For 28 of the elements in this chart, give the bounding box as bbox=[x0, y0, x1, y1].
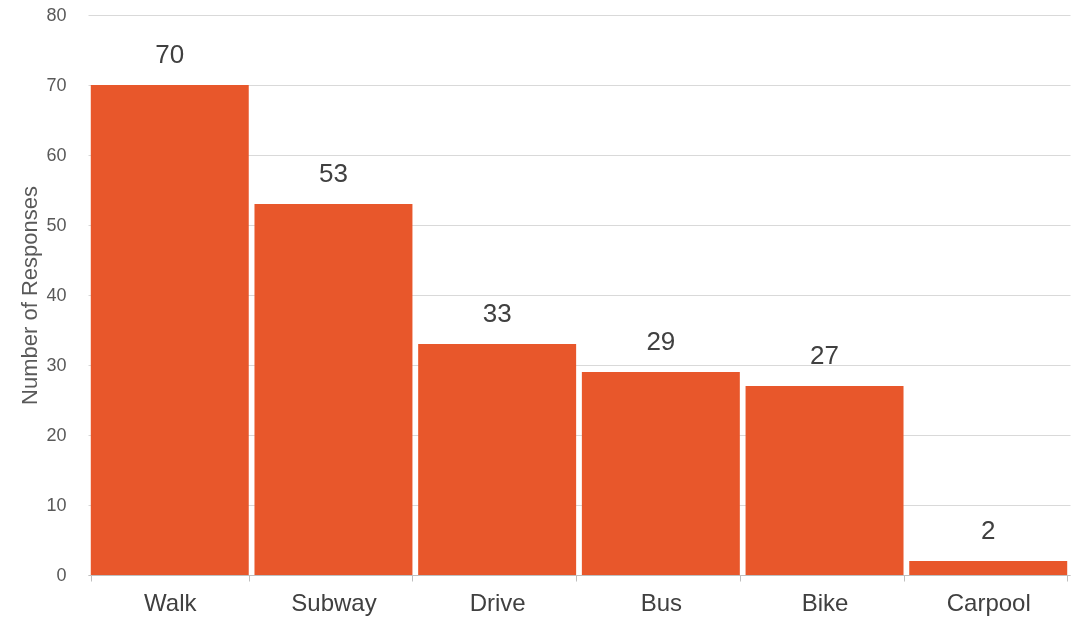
x-tick-label: Drive bbox=[469, 588, 526, 616]
data-label: 33 bbox=[482, 298, 512, 328]
bar bbox=[418, 344, 577, 575]
x-tick-label: Walk bbox=[144, 588, 198, 616]
y-tick-label: 80 bbox=[46, 4, 67, 25]
bar bbox=[581, 372, 740, 575]
y-tick-label: 10 bbox=[46, 494, 67, 515]
y-tick-label: 20 bbox=[46, 424, 67, 445]
bar bbox=[254, 204, 413, 575]
x-tick-label: Carpool bbox=[946, 588, 1031, 616]
bar bbox=[90, 85, 249, 575]
y-axis-title: Number of Responses bbox=[17, 186, 43, 405]
y-tick-label: 60 bbox=[46, 144, 67, 165]
y-tick-label: 30 bbox=[46, 354, 67, 375]
data-label: 2 bbox=[981, 515, 996, 545]
x-tick-label: Subway bbox=[291, 588, 377, 616]
data-label: 27 bbox=[810, 340, 839, 370]
bar bbox=[909, 561, 1068, 575]
y-tick-label: 70 bbox=[46, 74, 67, 95]
data-label: 53 bbox=[319, 158, 348, 188]
data-label: 70 bbox=[155, 39, 185, 69]
x-tick-label: Bike bbox=[801, 588, 849, 616]
y-tick-label: 40 bbox=[46, 284, 67, 305]
y-tick-label: 0 bbox=[56, 564, 67, 585]
x-tick-label: Bus bbox=[640, 588, 683, 616]
bar bbox=[745, 386, 904, 575]
data-label: 29 bbox=[646, 326, 676, 356]
y-tick-label: 50 bbox=[46, 214, 67, 235]
